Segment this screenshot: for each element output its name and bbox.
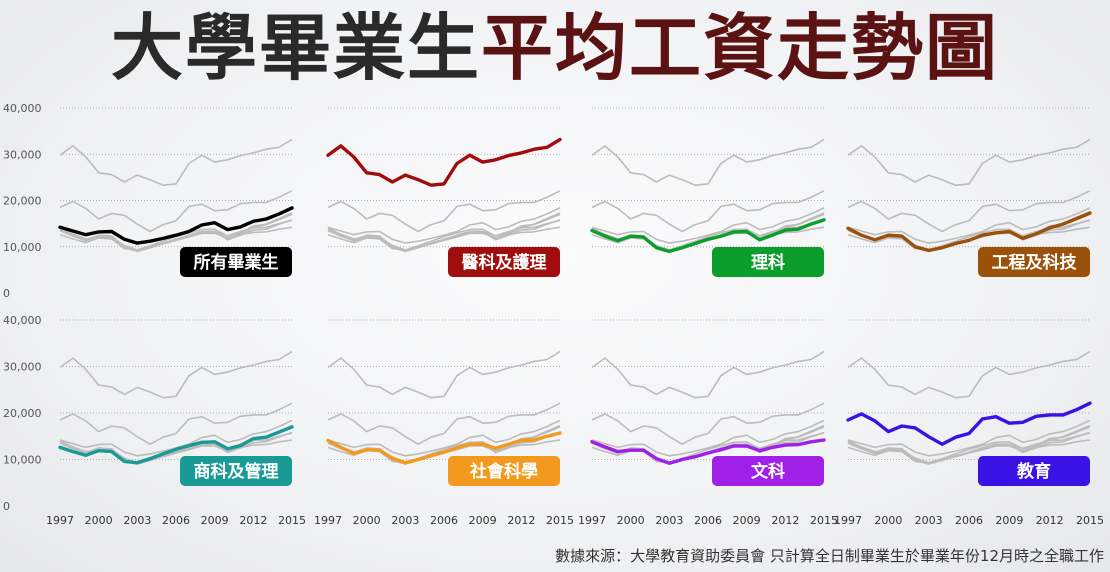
series-label: 所有畢業生 xyxy=(194,252,279,273)
context-line xyxy=(327,402,561,445)
y-tick-label: 10,000 xyxy=(3,241,42,254)
series-label-badge xyxy=(180,247,292,277)
series-line xyxy=(326,137,562,187)
series-line xyxy=(590,438,826,465)
series-line xyxy=(58,425,294,465)
context-line xyxy=(591,419,825,457)
x-tick-label: 2003 xyxy=(915,514,943,527)
x-tick-label: 2012 xyxy=(771,514,799,527)
series-label: 商科及管理 xyxy=(194,461,279,482)
panel-2: 醫科及護理 xyxy=(326,107,562,277)
context-line xyxy=(847,138,1091,186)
series-line xyxy=(846,401,1092,446)
x-tick-label: 2009 xyxy=(469,514,497,527)
x-tick-label: 2012 xyxy=(1036,514,1064,527)
series-label: 文科 xyxy=(751,461,785,482)
x-tick-label: 2000 xyxy=(85,514,113,527)
y-tick-label: 10,000 xyxy=(3,454,42,467)
series-label-badge xyxy=(978,456,1090,486)
x-tick-label: 2006 xyxy=(162,514,190,527)
y-tick-label: 40,000 xyxy=(3,314,42,327)
context-line xyxy=(847,439,1091,464)
series-label: 醫科及護理 xyxy=(462,252,547,273)
x-tick-label: 2009 xyxy=(733,514,761,527)
panel-6: 社會科學 xyxy=(326,319,562,486)
x-tick-label: 2006 xyxy=(430,514,458,527)
panel-5: 商科及管理 xyxy=(58,319,294,486)
panel-8: 教育 xyxy=(846,319,1092,486)
title-part-2: 平均工資走勢圖 xyxy=(481,6,1000,90)
y-tick-label: 30,000 xyxy=(3,361,42,374)
context-line xyxy=(327,419,561,457)
y-tick-label: 0 xyxy=(3,287,10,300)
x-tick-label: 2015 xyxy=(546,514,574,527)
x-tick-label: 2012 xyxy=(239,514,267,527)
series-label: 工程及科技 xyxy=(992,252,1078,273)
series-label-badge xyxy=(448,456,560,486)
y-tick-label: 0 xyxy=(3,500,10,513)
x-tick-label: 1997 xyxy=(578,514,606,527)
context-line xyxy=(591,207,825,244)
series-line xyxy=(590,218,826,254)
x-tick-label: 1997 xyxy=(834,514,862,527)
y-tick-label: 30,000 xyxy=(3,148,42,161)
context-line xyxy=(327,207,561,244)
y-tick-label: 20,000 xyxy=(3,195,42,208)
context-line xyxy=(327,190,561,233)
context-line xyxy=(59,190,293,233)
panel-4: 工程及科技 xyxy=(846,107,1092,277)
context-line xyxy=(847,207,1091,244)
y-tick-label: 20,000 xyxy=(3,407,42,420)
x-tick-label: 2003 xyxy=(391,514,419,527)
x-tick-label: 2015 xyxy=(1076,514,1104,527)
x-tick-label: 2006 xyxy=(955,514,983,527)
x-tick-label: 2000 xyxy=(874,514,902,527)
x-tick-label: 2015 xyxy=(278,514,306,527)
x-tick-label: 2006 xyxy=(694,514,722,527)
x-tick-label: 1997 xyxy=(46,514,74,527)
series-label-badge xyxy=(712,456,824,486)
title-part-1: 大學畢業生 xyxy=(110,6,481,90)
y-tick-label: 40,000 xyxy=(3,102,42,115)
context-line xyxy=(847,190,1091,233)
context-line xyxy=(59,138,293,186)
context-line xyxy=(327,226,561,252)
series-label-badge xyxy=(978,247,1090,277)
series-line xyxy=(58,206,294,245)
x-tick-label: 2012 xyxy=(507,514,535,527)
x-tick-label: 2015 xyxy=(810,514,838,527)
series-label-badge xyxy=(180,456,292,486)
x-tick-label: 2003 xyxy=(655,514,683,527)
x-tick-label: 2000 xyxy=(353,514,381,527)
source-note: 數據來源：大學教育資助委員會 只計算全日制畢業生於畢業年份12月時之全職工作 xyxy=(555,547,1104,565)
context-line xyxy=(847,419,1091,457)
x-tick-label: 1997 xyxy=(314,514,342,527)
panel-1: 所有畢業生 xyxy=(58,107,294,277)
context-line xyxy=(591,190,825,233)
page-title: 大學畢業生平均工資走勢圖 xyxy=(0,0,1110,96)
x-tick-label: 2000 xyxy=(617,514,645,527)
x-tick-label: 2009 xyxy=(995,514,1023,527)
context-line xyxy=(591,350,825,399)
context-line xyxy=(847,350,1091,399)
series-label-badge xyxy=(712,247,824,277)
x-tick-label: 2009 xyxy=(201,514,229,527)
context-line xyxy=(327,350,561,399)
series-label: 教育 xyxy=(1016,461,1051,482)
series-label-badge xyxy=(448,247,560,277)
series-label: 社會科學 xyxy=(469,461,538,482)
series-label: 理科 xyxy=(751,252,785,273)
context-line xyxy=(59,402,293,445)
panel-3: 理科 xyxy=(590,107,826,277)
x-tick-label: 2003 xyxy=(123,514,151,527)
context-line xyxy=(59,350,293,399)
series-line xyxy=(326,431,562,465)
context-line xyxy=(591,402,825,445)
context-line xyxy=(59,226,293,252)
series-line xyxy=(846,211,1092,253)
context-line xyxy=(591,138,825,186)
panel-7: 文科 xyxy=(590,319,826,486)
